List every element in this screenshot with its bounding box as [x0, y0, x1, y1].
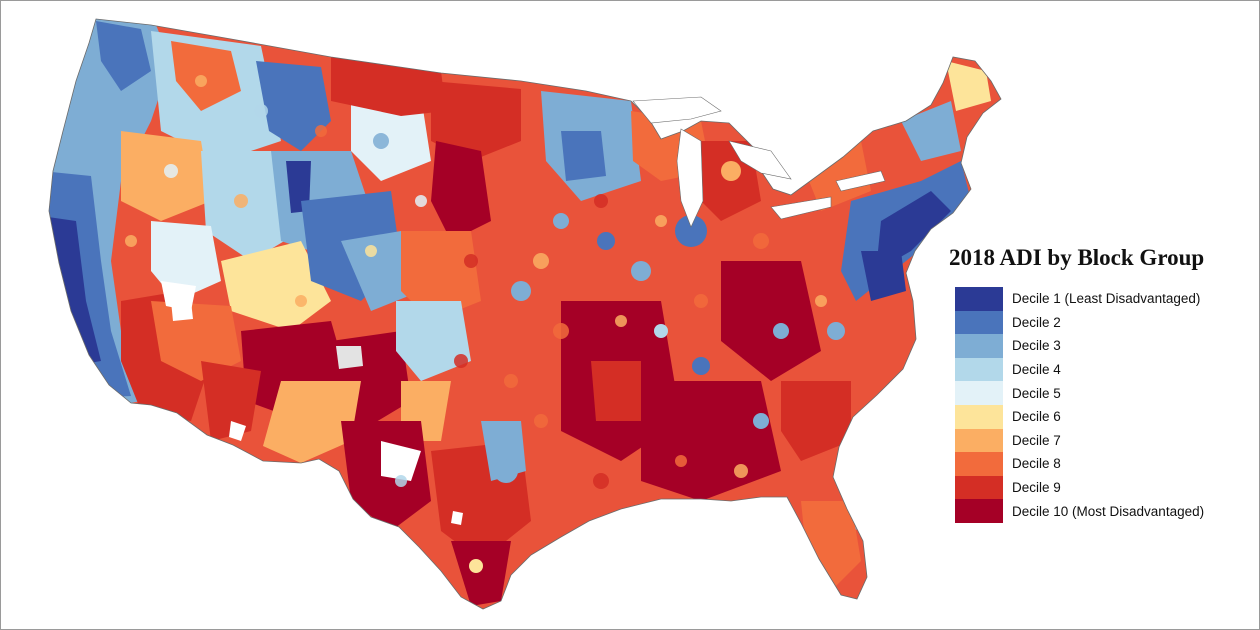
legend-label: Decile 3: [1012, 338, 1061, 354]
legend-label: Decile 2: [1012, 314, 1061, 330]
legend-swatch: [955, 334, 1003, 358]
legend-swatch: [955, 357, 1003, 382]
legend-swatch: [955, 499, 1003, 523]
legend-item: Decile 5: [955, 381, 1204, 405]
legend-item: Decile 8: [955, 452, 1204, 476]
legend-label: Decile 9: [1012, 480, 1061, 496]
legend-label: Decile 10 (Most Disadvantaged): [1012, 503, 1205, 519]
legend-swatch: [955, 287, 1003, 311]
legend-item: Decile 3: [955, 334, 1204, 358]
block-group-texture: [125, 75, 827, 489]
legend-title: 2018 ADI by Block Group: [949, 245, 1205, 270]
legend-swatch: [955, 381, 1003, 405]
legend-item: Decile 4: [955, 357, 1204, 382]
legend-label: Decile 8: [1012, 456, 1061, 472]
legend-swatch: [955, 404, 1003, 429]
great-lakes: [632, 96, 886, 228]
legend-swatch: [955, 452, 1003, 476]
legend-swatch: [955, 310, 1003, 335]
legend-label: Decile 7: [1012, 432, 1061, 448]
no-data-areas: [171, 301, 463, 525]
us-adi-choropleth-map: [48, 18, 1002, 610]
legend-item: Decile 9: [955, 475, 1204, 500]
legend-item: Decile 1 (Least Disadvantaged): [955, 287, 1204, 311]
legend: Decile 1 (Least Disadvantaged) Decile 2 De…: [955, 287, 1204, 523]
legend-swatch: [955, 428, 1003, 453]
legend-label: Decile 6: [1012, 409, 1061, 425]
legend-label: Decile 5: [1012, 385, 1061, 401]
legend-swatch: [955, 475, 1003, 500]
legend-item: Decile 10 (Most Disadvantaged): [955, 499, 1204, 523]
legend-label: Decile 1 (Least Disadvantaged): [1012, 291, 1201, 307]
legend-item: Decile 7: [955, 428, 1204, 453]
legend-item: Decile 2: [955, 310, 1204, 335]
legend-label: Decile 4: [1012, 362, 1061, 378]
legend-item: Decile 6: [955, 404, 1204, 429]
